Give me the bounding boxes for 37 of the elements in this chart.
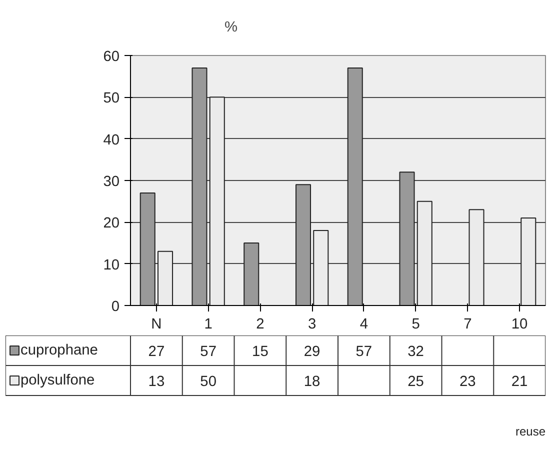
bar: [140, 192, 156, 306]
data-label: 15: [252, 344, 268, 360]
data-label: 50: [200, 374, 216, 390]
y-axis-title: %: [224, 20, 238, 36]
x-tick-label: 1: [204, 316, 212, 332]
data-label: 29: [304, 344, 320, 360]
y-tick-label: 20: [103, 216, 120, 232]
x-tick-label: 10: [511, 316, 528, 332]
x-tick-label: 7: [464, 316, 472, 332]
bar: [244, 242, 260, 306]
data-label: 57: [200, 344, 216, 360]
data-label: 25: [408, 374, 424, 390]
data-label: 23: [460, 374, 476, 390]
data-label: 32: [408, 344, 424, 360]
legend-label: polysulfone: [20, 372, 95, 388]
y-tick-label: 10: [103, 257, 120, 274]
text: reuse: [515, 424, 546, 438]
data-label: 18: [304, 374, 320, 390]
y-tick-label: 50: [103, 90, 120, 107]
x-tick-label: 2: [256, 316, 264, 332]
data-label: 57: [356, 344, 372, 360]
data-label: 13: [148, 374, 165, 390]
data-label: 27: [148, 344, 165, 360]
x-tick-label: 4: [360, 316, 368, 332]
x-tick-label: 5: [412, 316, 420, 332]
legend-label: cuprophane: [20, 342, 98, 358]
x-tick-label: N: [151, 316, 162, 332]
y-tick-label: 30: [103, 174, 120, 190]
data-label: 21: [511, 374, 528, 390]
bar: [295, 184, 312, 306]
x-tick-label: 3: [308, 316, 316, 332]
bar: [399, 172, 415, 306]
y-tick-label: 40: [103, 132, 120, 148]
bar: [347, 68, 363, 306]
bar: [192, 68, 208, 306]
y-tick-label: 0: [111, 299, 120, 315]
y-tick-label: 60: [103, 49, 120, 65]
